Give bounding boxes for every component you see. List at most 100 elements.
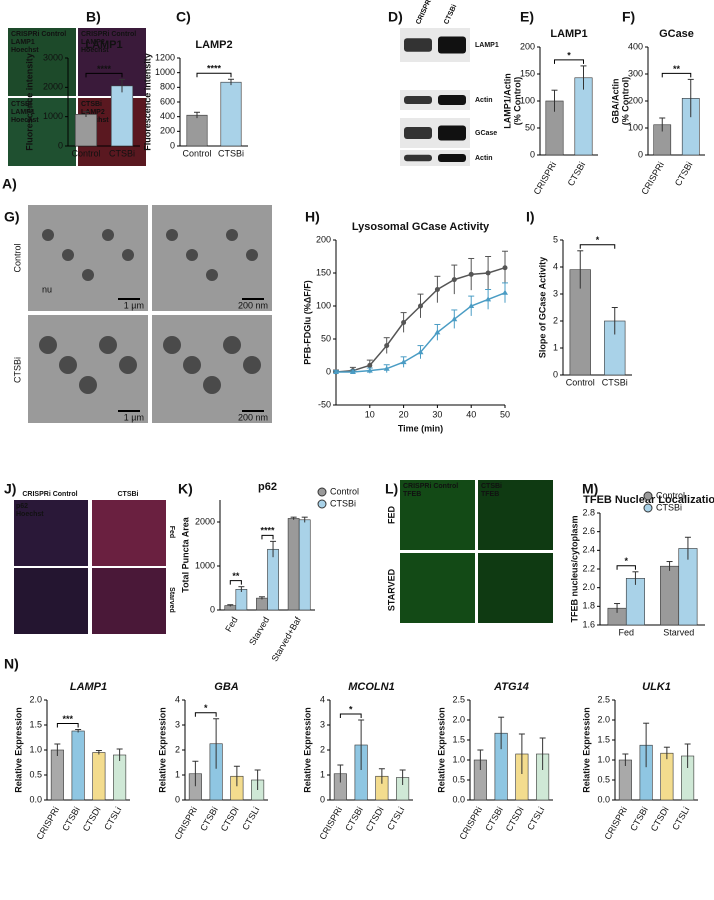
chart-title: LAMP1 xyxy=(550,28,587,40)
significance-bracket xyxy=(196,72,232,78)
y-tick-label: 2.0 xyxy=(582,582,595,592)
organelle xyxy=(183,356,201,374)
y-tick-label: 0.0 xyxy=(29,794,42,804)
y-axis-label: Fluorescence intensity xyxy=(142,53,152,151)
panel-letter: I) xyxy=(526,209,535,225)
y-tick-label: 0 xyxy=(320,794,325,804)
scale-label: 1 µm xyxy=(124,412,144,422)
y-tick-label: 2 xyxy=(553,315,558,325)
legend-label: CTSBi xyxy=(330,498,356,508)
significance-label: *** xyxy=(62,714,73,724)
organelle xyxy=(206,269,218,281)
x-tick-label: 30 xyxy=(432,409,442,419)
chart-title: GCase xyxy=(659,28,694,40)
y-tick-label: 1.5 xyxy=(29,719,42,729)
stain-label: p62 xyxy=(16,503,28,510)
significance-bracket xyxy=(616,565,636,570)
image-panel xyxy=(14,500,88,566)
scale-label: 200 nm xyxy=(238,412,268,422)
x-axis-label: Time (min) xyxy=(398,423,443,433)
band-label: GCase xyxy=(475,130,497,137)
y-tick-label: 2.4 xyxy=(582,545,595,555)
panel-letter: J) xyxy=(4,481,16,497)
y-tick-label: 1 xyxy=(320,769,325,779)
x-tick-label: CTSLi xyxy=(240,805,261,832)
x-tick-label: CTSDi xyxy=(649,805,671,833)
bar xyxy=(298,519,311,611)
legend-label: CTSBi xyxy=(656,502,682,512)
y-tick-label: 1.0 xyxy=(597,754,610,764)
y-tick-label: 1.5 xyxy=(597,734,610,744)
y-tick-label: 50 xyxy=(321,333,331,343)
y-tick-label: 400 xyxy=(160,111,175,121)
x-tick-label: CTSBi xyxy=(628,805,650,833)
row-label: FED xyxy=(386,505,396,524)
x-tick-label: CRISPRi xyxy=(532,160,559,196)
y-tick-label: 2 xyxy=(175,744,180,754)
data-point xyxy=(400,359,407,365)
y-tick-label: 1000 xyxy=(195,560,215,570)
image-panel xyxy=(92,568,166,634)
organelle xyxy=(119,356,137,374)
bar xyxy=(660,752,674,801)
y-tick-label: 3 xyxy=(553,288,558,298)
x-tick-label: CRISPRi xyxy=(172,805,199,841)
y-tick-label: 0 xyxy=(170,140,175,150)
image-label: CRISPRi Control xyxy=(11,31,66,38)
image-label: CRISPRi Control xyxy=(81,31,136,38)
column-label: CRISPRi Control xyxy=(22,491,77,498)
significance-bracket xyxy=(261,534,274,540)
y-tick-label: 0 xyxy=(175,794,180,804)
legend-marker xyxy=(317,487,327,497)
y-tick-label: 0 xyxy=(530,149,535,159)
y-tick-label: 150 xyxy=(316,267,331,277)
bar xyxy=(678,548,698,626)
significance-bracket xyxy=(229,580,242,585)
scale-label: 1 µm xyxy=(124,300,144,310)
band-label: Actin xyxy=(475,155,493,162)
organelle xyxy=(42,229,54,241)
data-point xyxy=(401,320,407,325)
x-tick-label: CTSLi xyxy=(102,805,123,832)
y-axis-label: GBA/Actin xyxy=(610,79,620,124)
nucleus-label: nu xyxy=(42,284,52,294)
y-tick-label: 2.2 xyxy=(582,563,595,573)
data-point xyxy=(502,289,508,295)
data-point xyxy=(451,316,458,322)
significance-label: * xyxy=(349,704,353,714)
y-tick-label: 1.0 xyxy=(29,744,42,754)
organelle xyxy=(163,336,181,354)
bar xyxy=(267,548,279,611)
panel-letter: G) xyxy=(4,209,20,225)
x-tick-label: 50 xyxy=(500,409,510,419)
x-tick-label: CRISPRi xyxy=(34,805,61,841)
data-point xyxy=(502,265,508,271)
legend-marker xyxy=(643,491,653,501)
x-tick-label: Fed xyxy=(223,615,239,633)
panel-letter: K) xyxy=(178,481,193,497)
column-label: CTSBi xyxy=(443,4,458,26)
y-tick-label: 600 xyxy=(160,96,175,106)
column-label: CRISPRi Control xyxy=(403,483,458,490)
bar xyxy=(92,752,106,801)
significance-label: ** xyxy=(673,64,681,74)
x-tick-label: Starved xyxy=(663,627,694,637)
image-label: LAMP1 xyxy=(11,109,35,116)
stain-label: Hoechst xyxy=(16,511,44,518)
organelle xyxy=(223,336,241,354)
y-tick-label: 1 xyxy=(175,769,180,779)
bar xyxy=(113,754,127,801)
y-axis-label: Relative Expression xyxy=(436,707,446,793)
data-point xyxy=(485,270,491,276)
significance-label: **** xyxy=(97,64,112,74)
y-tick-label: 0.0 xyxy=(452,794,465,804)
y-tick-label: 0 xyxy=(638,149,643,159)
y-axis-label: Relative Expression xyxy=(157,707,167,793)
significance-label: * xyxy=(624,556,628,566)
organelle xyxy=(39,336,57,354)
significance-bracket xyxy=(56,723,79,728)
y-tick-label: 2 xyxy=(320,744,325,754)
image-panel xyxy=(8,28,76,96)
legend-label: Control xyxy=(656,490,685,500)
data-point xyxy=(383,365,390,371)
